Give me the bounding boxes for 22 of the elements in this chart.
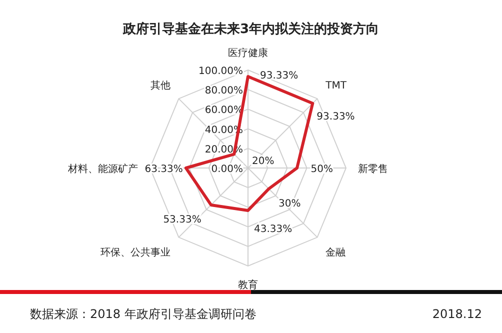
y-tick-label: 0.00% xyxy=(211,164,243,175)
spoke-label: 医疗健康 xyxy=(228,47,268,60)
data-label: 30% xyxy=(278,198,301,210)
spoke-label: 材料、能源矿产 xyxy=(67,163,138,175)
spoke-label: 其他 xyxy=(150,79,170,92)
data-label: 50% xyxy=(310,164,333,175)
spoke-label: 新零售 xyxy=(358,163,388,175)
y-tick-label: 100.00% xyxy=(198,66,243,77)
data-label: 53.33% xyxy=(163,214,202,226)
spoke-label: TMT xyxy=(324,80,348,92)
y-tick-label: 80.00% xyxy=(204,86,243,97)
spoke-label: 教育 xyxy=(238,278,258,291)
spoke-label: 环保、公共事业 xyxy=(100,246,170,259)
data-label: 93.33% xyxy=(260,70,298,82)
data-label: 43.33% xyxy=(254,224,292,236)
data-label: 20% xyxy=(252,156,274,168)
data-label: 63.33% xyxy=(144,164,183,175)
source-note: 数据来源：2018 年政府引导基金调研问卷 xyxy=(30,307,256,321)
data-label: 93.33% xyxy=(316,111,355,122)
chart-title: 政府引导基金在未来3年内拟关注的投资方向 xyxy=(122,21,380,37)
spoke-label: 金融 xyxy=(326,246,346,259)
text: 2018.12 xyxy=(432,307,482,321)
